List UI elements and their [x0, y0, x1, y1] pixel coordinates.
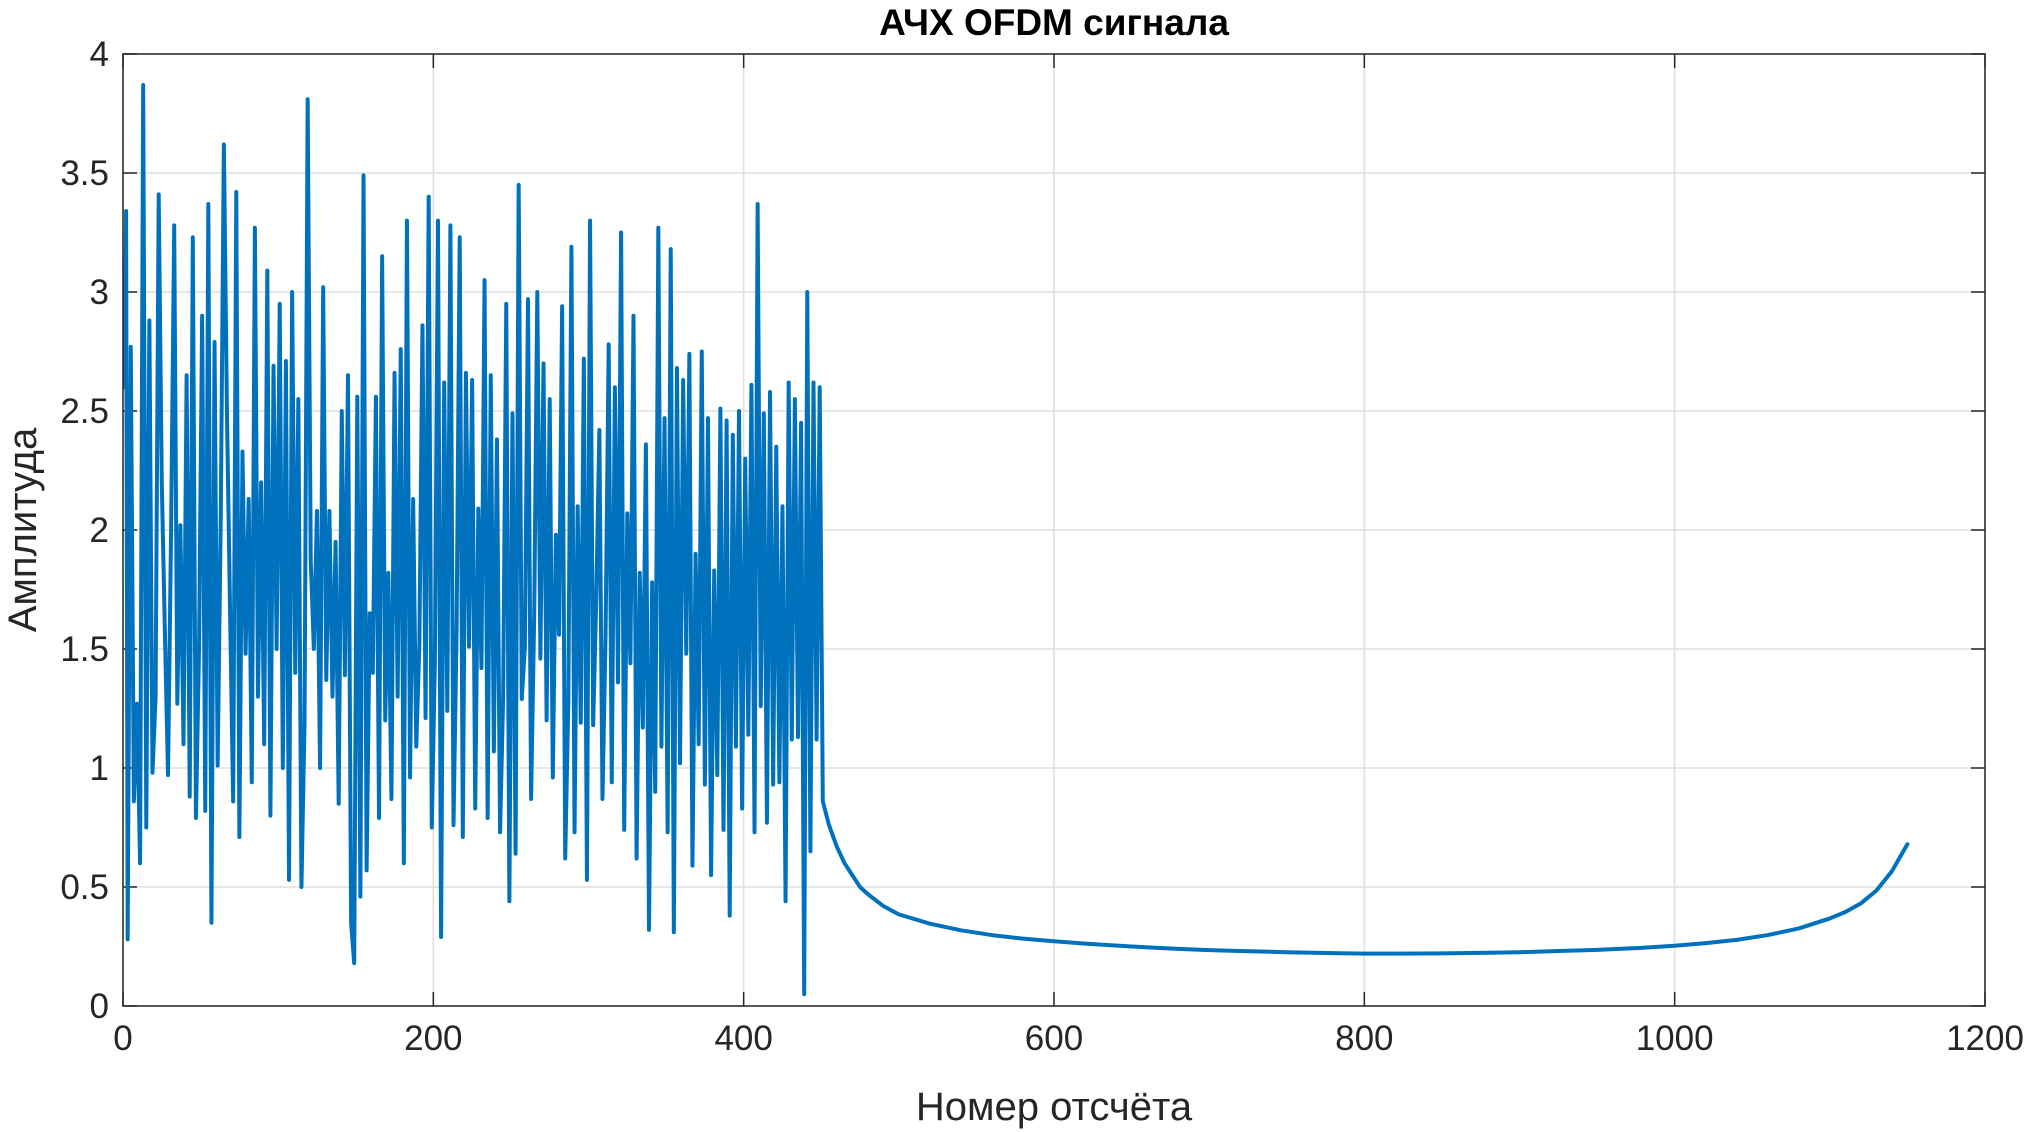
y-tick-label: 0	[90, 987, 109, 1026]
x-tick-label: 400	[714, 1019, 772, 1058]
x-tick-label: 200	[404, 1019, 462, 1058]
y-tick-label: 0.5	[60, 868, 109, 907]
x-axis-label: Номер отсчёта	[916, 1085, 1193, 1129]
x-tick-labels: 0 200 400 600 800 1000 1200	[113, 1019, 2024, 1058]
y-tick-label: 2	[90, 511, 109, 550]
y-axis-label: Амплитуда	[1, 427, 45, 632]
x-tick-label: 1200	[1946, 1019, 2024, 1058]
y-tick-label: 1	[90, 749, 109, 788]
series-layer	[122, 82, 1910, 997]
y-tick-label: 4	[90, 35, 109, 74]
series-line	[122, 82, 1910, 997]
plot-frame	[122, 53, 1986, 1007]
x-tick-label: 800	[1335, 1019, 1393, 1058]
x-tick-label: 1000	[1636, 1019, 1714, 1058]
x-tick-label: 0	[113, 1019, 132, 1058]
chart-title: АЧХ OFDM сигнала	[879, 2, 1229, 43]
y-tick-label: 2.5	[60, 392, 109, 431]
y-tick-label: 3.5	[60, 154, 109, 193]
x-tick-label: 600	[1025, 1019, 1083, 1058]
y-tick-labels: 0 0.5 1 1.5 2 2.5 3 3.5 4	[60, 35, 109, 1026]
y-tick-label: 3	[90, 273, 109, 312]
y-tick-label: 1.5	[60, 630, 109, 669]
